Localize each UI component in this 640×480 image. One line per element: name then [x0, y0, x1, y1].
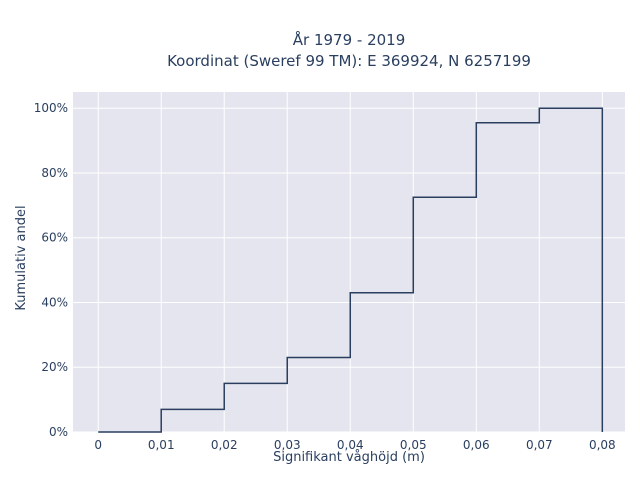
- x-tick-label: 0,04: [337, 438, 364, 452]
- y-tick-label: 20%: [41, 360, 68, 374]
- cumulative-step-line: [98, 107, 604, 433]
- x-tick-label: 0,08: [589, 438, 616, 452]
- x-tick-label: 0,07: [526, 438, 553, 452]
- chart-title-line-1: År 1979 - 2019: [293, 30, 406, 49]
- x-axis-label: Signifikant våghöjd (m): [273, 450, 425, 465]
- x-tick-label: 0: [94, 438, 102, 452]
- y-tick-label: 80%: [41, 166, 68, 180]
- x-tick-label: 0,05: [400, 438, 427, 452]
- y-tick-label: 60%: [41, 231, 68, 245]
- y-tick-label: 0%: [49, 425, 68, 439]
- y-tick-label: 100%: [34, 101, 68, 115]
- x-tick-label: 0,01: [148, 438, 175, 452]
- chart-title-line-2: Koordinat (Sweref 99 TM): E 369924, N 62…: [167, 52, 531, 70]
- x-axis-ticks: 0 0,01 0,02 0,03 0,04 0,05 0,06 0,07 0,08: [94, 438, 615, 452]
- y-axis-ticks: 0% 20% 40% 60% 80% 100%: [34, 101, 68, 439]
- x-tick-label: 0,06: [463, 438, 490, 452]
- plot-area: [73, 92, 625, 432]
- x-tick-label: 0,02: [211, 438, 238, 452]
- x-tick-label: 0,03: [274, 438, 301, 452]
- y-tick-label: 40%: [41, 295, 68, 309]
- y-axis-label: Kumulativ andel: [14, 205, 29, 310]
